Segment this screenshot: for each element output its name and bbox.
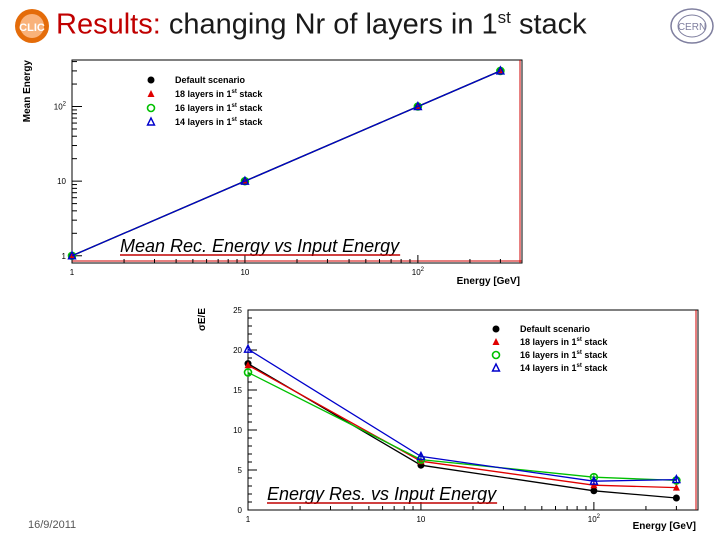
- legend-sup: st: [577, 337, 582, 343]
- data-point: [589, 475, 599, 485]
- legend-sup: st: [232, 117, 237, 123]
- data-point: [240, 175, 250, 185]
- legend-label: 16 layers in 1st stack: [520, 350, 608, 360]
- data-point: [671, 474, 682, 484]
- x-tick-label: 10: [416, 515, 425, 524]
- y-tick-label: 20: [233, 346, 242, 355]
- chart-caption: Energy Res. vs Input Energy: [267, 484, 497, 504]
- legend-suffix: stack: [237, 117, 264, 127]
- data-point: [416, 450, 426, 461]
- footer-date: 16/9/2011: [28, 519, 77, 531]
- legend: Default scenario 18 layers in 1st stack 16…: [491, 324, 608, 373]
- x-tick-label: 1: [70, 268, 75, 277]
- legend-sup: st: [232, 103, 237, 109]
- data-point: [244, 361, 252, 369]
- clic-logo: CLIC: [15, 9, 49, 43]
- legend-label: 14 layers in 1st stack: [520, 363, 608, 373]
- x-tick-sup: 2: [421, 267, 425, 273]
- data-point: [672, 483, 680, 491]
- y-tick-label: 102: [54, 102, 67, 112]
- legend-label: 14 layers in 1st stack: [175, 117, 263, 127]
- data-point: [243, 368, 253, 377]
- legend-marker: [491, 362, 501, 372]
- cern-logo-text: CERN: [678, 22, 706, 33]
- legend-label: Default scenario: [520, 324, 591, 334]
- legend-label: 18 layers in 1st stack: [175, 89, 263, 99]
- legend-suffix: stack: [582, 337, 609, 347]
- data-point: [495, 65, 506, 75]
- legend-sup: st: [577, 350, 582, 356]
- title-sup: st: [497, 8, 511, 27]
- y-axis-label: Mean Energy: [22, 60, 33, 123]
- legend-suffix: stack: [582, 350, 609, 360]
- legend-suffix: stack: [237, 103, 264, 113]
- series-4: [67, 65, 506, 260]
- legend-marker: [146, 103, 156, 113]
- data-point: [243, 343, 253, 353]
- legend-label: Default scenario: [175, 75, 246, 85]
- x-axis-label: Energy [GeV]: [633, 521, 696, 532]
- legend-marker: [146, 116, 156, 126]
- legend-marker: [492, 325, 500, 333]
- legend-marker: [492, 338, 500, 345]
- legend: Default scenario 18 layers in 1st stack 16…: [146, 75, 263, 127]
- cern-logo: CERN: [670, 8, 714, 44]
- series-line: [247, 364, 677, 489]
- slide-title: Results: changing Nr of layers in 1st st…: [56, 8, 587, 42]
- chart-caption: Mean Rec. Energy vs Input Energy: [120, 236, 400, 256]
- data-point: [590, 487, 598, 495]
- y-tick-label: 0: [238, 506, 243, 515]
- x-axis-label: Energy [GeV]: [457, 276, 520, 287]
- data-point: [413, 100, 423, 111]
- legend-label: 16 layers in 1st stack: [175, 103, 263, 113]
- data-point: [67, 250, 77, 260]
- y-tick-label: 10: [233, 426, 242, 435]
- series-line: [71, 70, 501, 257]
- series-1: [244, 360, 680, 502]
- series-line: [247, 348, 677, 482]
- legend-label: 18 layers in 1st stack: [520, 337, 608, 347]
- y-tick-label: 10: [57, 177, 66, 186]
- title-accent: Results:: [56, 8, 161, 41]
- legend-sup: st: [232, 89, 237, 95]
- title-main: changing Nr of layers in 1: [160, 8, 498, 41]
- series-line: [247, 363, 677, 499]
- y-tick-label: 1: [62, 252, 67, 261]
- legend-marker: [491, 350, 501, 360]
- clic-logo-text: CLIC: [19, 22, 45, 34]
- legend-marker: [147, 90, 155, 97]
- x-tick-label: 10: [240, 268, 249, 277]
- x-tick-label: 102: [412, 267, 425, 277]
- x-tick-label: 102: [588, 514, 601, 524]
- legend-suffix: stack: [582, 363, 609, 373]
- x-tick-label: 1: [246, 515, 251, 524]
- mean-energy-chart: 1 10 102 1 10 102 Energy [GeV] Mean Energy Defau…: [22, 59, 523, 287]
- series-4: [243, 343, 682, 485]
- x-tick-sup: 2: [597, 514, 601, 520]
- y-tick-label: 25: [233, 306, 242, 315]
- legend-sup: st: [577, 363, 582, 369]
- y-tick-sup: 2: [63, 102, 67, 108]
- title-end: stack: [510, 8, 587, 41]
- y-tick-label: 15: [233, 386, 242, 395]
- y-tick-label: 5: [238, 466, 243, 475]
- data-point: [672, 494, 680, 502]
- y-axis-label: σE/E: [197, 308, 208, 331]
- legend-suffix: stack: [237, 89, 264, 99]
- legend-marker: [147, 76, 155, 84]
